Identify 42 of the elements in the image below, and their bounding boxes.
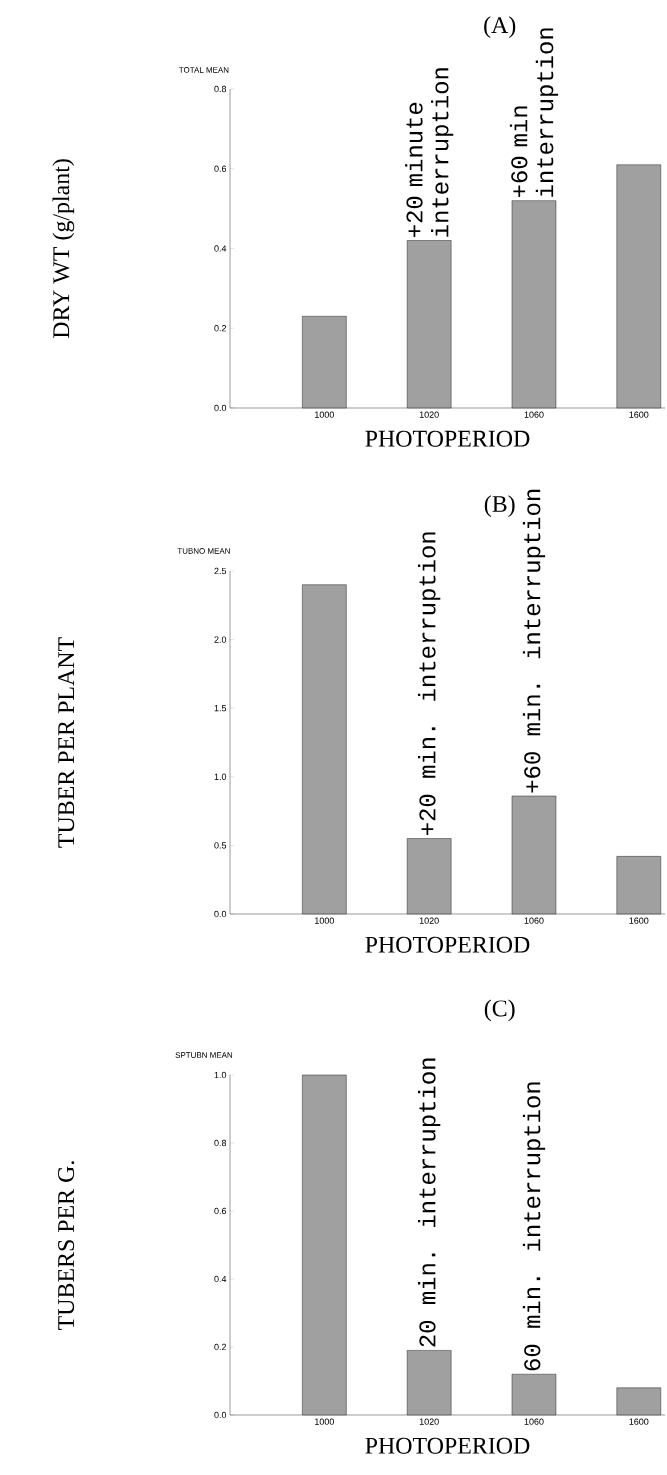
x-tick-label: 1600: [629, 917, 649, 924]
x-tick-label: 1000: [315, 411, 334, 418]
x-tick-label: 1060: [524, 1418, 544, 1425]
y-tick-label: 1.0: [214, 1071, 227, 1079]
x-axis-title: PHOTOPERIOD: [365, 430, 530, 447]
x-tick-label: 1020: [419, 411, 439, 418]
y-tick-label: 0.8: [214, 1139, 227, 1147]
y-tick-label: 0.5: [214, 842, 227, 849]
y-tick-label: 0.0: [214, 910, 227, 918]
annotation: 60 min. interruption: [522, 1082, 546, 1371]
x-tick-label: 1060: [524, 411, 544, 418]
x-tick-label: 1000: [315, 1418, 334, 1425]
y-tick-label: 0.4: [214, 245, 227, 252]
y-tick-label: 0.4: [214, 1275, 227, 1283]
y-tick-label: 0.2: [214, 325, 227, 332]
y-tick-label: 0.0: [214, 404, 227, 412]
annotation: +20 minute interruption: [405, 68, 454, 237]
y-tick-label: 2.0: [214, 636, 227, 643]
y-axis-title: DRY WT (g/plant): [52, 159, 75, 339]
x-tick-label: 1060: [524, 917, 544, 924]
annotation: 20 min. interruption: [418, 1058, 441, 1347]
x-tick-label: 1020: [419, 1418, 439, 1425]
annotation: +60 min. interruption: [522, 489, 546, 793]
x-tick-label: 1600: [629, 411, 649, 418]
x-axis-title: PHOTOPERIOD: [365, 1437, 530, 1454]
y-tick-label: 2.5: [214, 567, 227, 575]
y-tick-label: 0.8: [214, 85, 227, 93]
chart-title: (C): [484, 999, 515, 1022]
x-tick-label: 1020: [419, 917, 439, 924]
y-tick-label: 0.2: [214, 1343, 227, 1351]
y-tick-label: 0.0: [214, 1411, 227, 1419]
y-tick-label: 1.5: [214, 705, 227, 712]
y-tick-label: 0.6: [214, 1207, 227, 1215]
x-tick-label: 1600: [629, 1418, 649, 1425]
x-tick-label: 1000: [315, 917, 334, 924]
y-tick-label: 0.6: [214, 165, 227, 172]
annotation: +20 min. interruption: [418, 532, 441, 835]
y-axis-title: TUBER PER PLANT: [58, 637, 75, 848]
y-axis-title: TUBERS PER G.: [58, 1161, 75, 1330]
chart-title: (B): [484, 495, 515, 517]
x-axis-title: PHOTOPERIOD: [365, 936, 530, 953]
y-tick-label: 1.0: [214, 773, 227, 780]
